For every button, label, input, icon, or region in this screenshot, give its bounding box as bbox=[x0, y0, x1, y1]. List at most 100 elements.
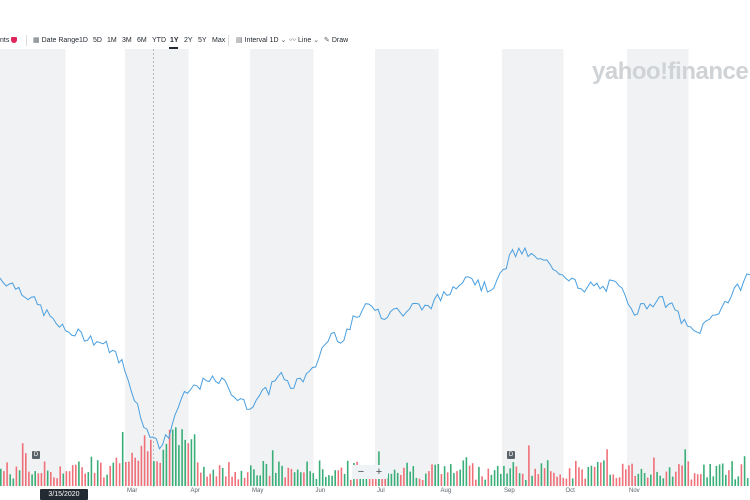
volume-bar bbox=[565, 478, 568, 486]
month-band bbox=[375, 49, 439, 486]
volume-bar bbox=[481, 476, 483, 486]
volume-bar bbox=[75, 464, 77, 486]
volume-bar bbox=[562, 477, 565, 486]
volume-bar bbox=[621, 463, 624, 486]
volume-bar bbox=[9, 474, 11, 486]
volume-bar bbox=[293, 472, 296, 486]
volume-bar bbox=[87, 472, 90, 486]
volume-bar bbox=[325, 476, 327, 486]
range-6m[interactable]: 6M bbox=[137, 37, 147, 44]
volume-bar bbox=[240, 470, 243, 486]
range-3m[interactable]: 3M bbox=[122, 37, 132, 44]
volume-bar bbox=[106, 474, 108, 486]
zoom-in-button[interactable]: + bbox=[375, 466, 383, 478]
range-1y[interactable]: 1Y bbox=[170, 37, 179, 44]
volume-bar bbox=[534, 468, 536, 486]
volume-bar bbox=[493, 470, 496, 486]
volume-bar bbox=[550, 471, 552, 486]
volume-bar bbox=[690, 479, 693, 486]
volume-bar bbox=[696, 474, 699, 486]
volume-bar bbox=[328, 475, 330, 486]
range-1d[interactable]: 1D bbox=[79, 37, 88, 44]
range-5y[interactable]: 5Y bbox=[198, 37, 207, 44]
volume-bar bbox=[590, 465, 593, 486]
events-button[interactable]: nts bbox=[0, 36, 18, 45]
volume-bar bbox=[371, 477, 374, 486]
line-chart-icon: 〰 bbox=[289, 37, 296, 44]
volume-bar bbox=[290, 468, 293, 486]
volume-bar bbox=[475, 479, 477, 486]
volume-bar bbox=[221, 468, 224, 486]
volume-bar bbox=[403, 467, 405, 486]
volume-bar bbox=[253, 469, 255, 486]
volume-bar bbox=[640, 468, 643, 486]
volume-bar bbox=[271, 450, 274, 486]
volume-bar bbox=[693, 473, 696, 486]
range-max[interactable]: Max bbox=[212, 37, 226, 44]
volume-bar bbox=[440, 474, 443, 486]
volume-bar bbox=[71, 465, 74, 486]
volume-bar bbox=[375, 474, 377, 486]
volume-bar bbox=[78, 461, 80, 486]
x-tick-label: Apr bbox=[190, 488, 200, 494]
volume-bar bbox=[53, 477, 55, 486]
date-range-button[interactable]: ▦ Date Range bbox=[33, 36, 79, 45]
volume-bar bbox=[337, 470, 340, 486]
range-1m[interactable]: 1M bbox=[107, 37, 117, 44]
volume-bar bbox=[28, 471, 30, 486]
range-5d[interactable]: 5D bbox=[93, 37, 102, 44]
volume-bar bbox=[318, 460, 321, 486]
volume-bar bbox=[121, 432, 124, 486]
volume-bar bbox=[568, 468, 571, 486]
volume-bar bbox=[303, 472, 305, 486]
volume-bar bbox=[34, 471, 36, 486]
volume-bar bbox=[65, 471, 68, 486]
volume-bar bbox=[468, 465, 471, 486]
volume-bar bbox=[343, 473, 346, 486]
volume-bar bbox=[715, 465, 718, 486]
volume-bar bbox=[678, 464, 680, 486]
volume-bar bbox=[90, 456, 93, 486]
volume-bar bbox=[393, 469, 396, 486]
volume-bar bbox=[400, 475, 402, 486]
volume-bar bbox=[68, 471, 71, 486]
volume-bar bbox=[603, 460, 605, 486]
volume-bar bbox=[103, 477, 105, 486]
volume-bar bbox=[471, 463, 474, 486]
volume-bar bbox=[346, 460, 349, 486]
volume-bar bbox=[93, 472, 96, 486]
volume-bar bbox=[334, 470, 336, 486]
volume-bar bbox=[84, 473, 86, 486]
volume-bar bbox=[209, 473, 211, 486]
draw-button[interactable]: ✎ Draw bbox=[324, 36, 348, 45]
volume-bar bbox=[728, 470, 730, 486]
volume-bar bbox=[112, 462, 115, 486]
volume-bar bbox=[225, 476, 227, 486]
volume-bar bbox=[312, 473, 315, 486]
volume-bar bbox=[25, 453, 27, 486]
volume-bar bbox=[396, 472, 399, 486]
interval-button[interactable]: ▤ Interval 1D ⌄ bbox=[236, 36, 288, 45]
volume-bar bbox=[415, 477, 418, 486]
volume-bar bbox=[56, 478, 58, 486]
volume-bar bbox=[96, 460, 99, 486]
volume-bar bbox=[212, 469, 215, 486]
range-2y[interactable]: 2Y bbox=[184, 37, 193, 44]
volume-bar bbox=[706, 477, 708, 486]
dividend-event-marker[interactable]: D bbox=[32, 451, 40, 459]
dividend-event-marker[interactable]: D bbox=[507, 451, 515, 459]
volume-bar bbox=[115, 457, 118, 486]
active-range-underline bbox=[169, 47, 178, 49]
zoom-out-button[interactable]: − bbox=[357, 466, 365, 478]
volume-bar bbox=[446, 472, 449, 486]
volume-bar bbox=[700, 474, 702, 486]
volume-bar bbox=[131, 452, 133, 486]
chart-type-button[interactable]: 〰 Line ⌄ bbox=[289, 36, 321, 45]
volume-bar bbox=[543, 468, 546, 486]
volume-bar bbox=[612, 474, 615, 486]
range-ytd[interactable]: YTD bbox=[152, 37, 166, 44]
volume-bar bbox=[362, 472, 365, 486]
volume-bar bbox=[615, 478, 618, 486]
price-chart[interactable] bbox=[0, 49, 750, 500]
volume-bar bbox=[409, 471, 411, 486]
